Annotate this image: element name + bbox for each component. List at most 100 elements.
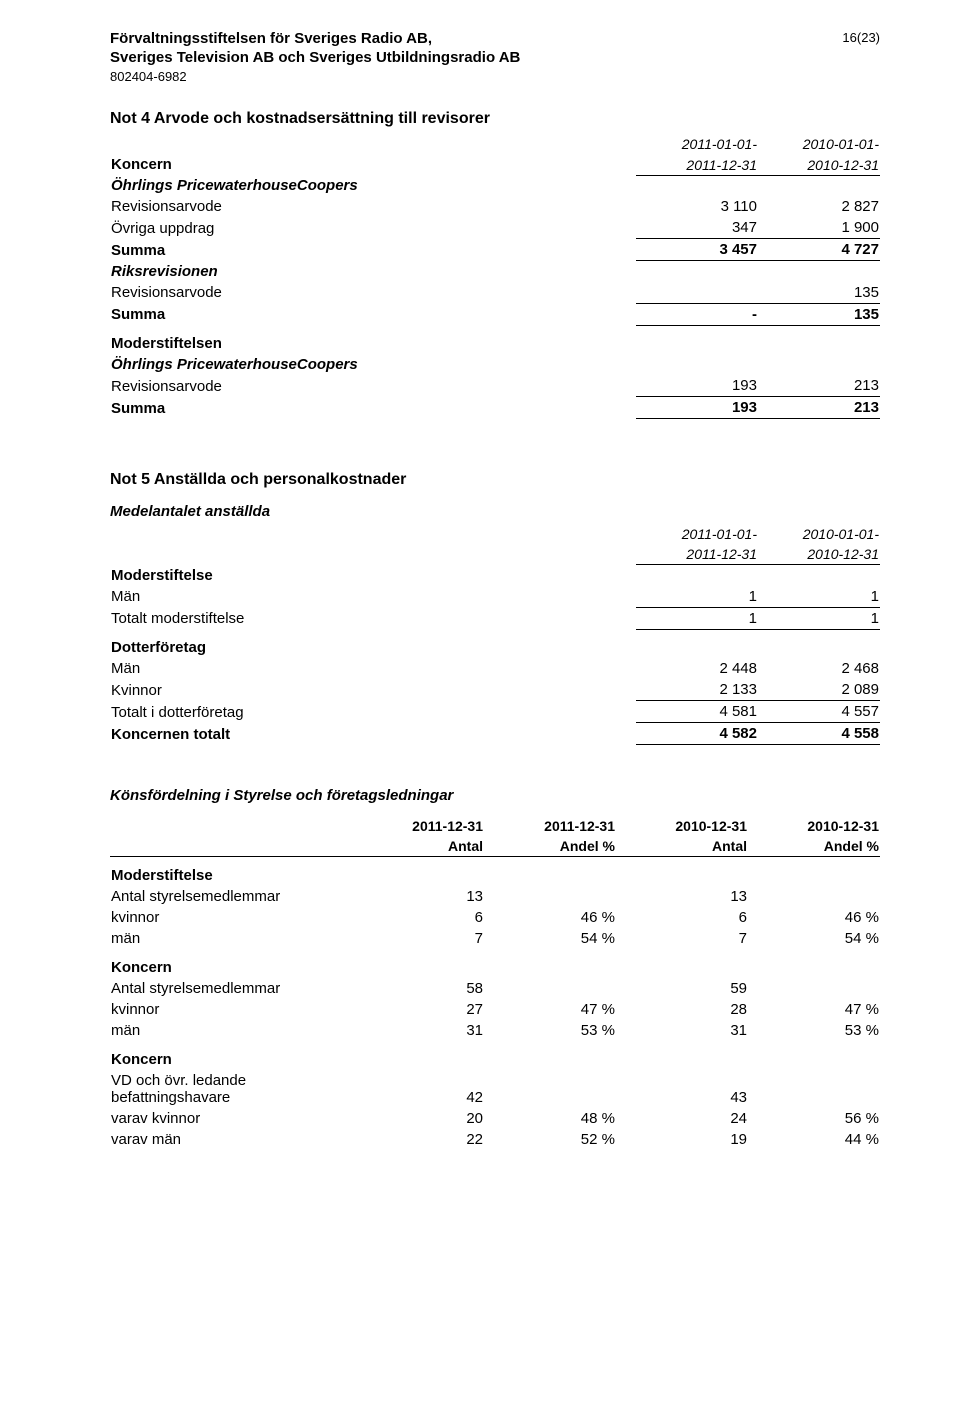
vd-kv-label: varav kvinnor xyxy=(110,1108,352,1129)
vd-man-c: 22 xyxy=(352,1129,484,1150)
period-prev-b: 2010-12-31 xyxy=(758,154,880,175)
m-kv-c: 6 xyxy=(352,907,484,928)
n5-period-cur-b: 2011-12-31 xyxy=(636,544,758,565)
k-antal-c: 58 xyxy=(352,978,484,999)
kons-h2a: 2011-12-31 xyxy=(484,816,616,836)
m-man-pc: 54 % xyxy=(484,928,616,949)
m-kv-pc: 46 % xyxy=(484,907,616,928)
man-prev: 1 xyxy=(758,586,880,608)
summa1-cur: 3 457 xyxy=(636,239,758,261)
period-cur-a: 2011-01-01- xyxy=(636,134,758,154)
riks-rev-label: Revisionsarvode xyxy=(110,282,636,304)
m-rev-cur: 193 xyxy=(636,375,758,397)
m-summa-prev: 213 xyxy=(758,397,880,419)
vd-kv-pp: 56 % xyxy=(748,1108,880,1129)
m-summa-cur: 193 xyxy=(636,397,758,419)
rev-arvode-prev: 2 827 xyxy=(758,196,880,217)
kons-h3a: 2010-12-31 xyxy=(616,816,748,836)
kons-koncern-2: Koncern xyxy=(110,1049,352,1070)
header-line2: Sveriges Television AB och Sveriges Utbi… xyxy=(110,49,520,66)
n5-period-cur-a: 2011-01-01- xyxy=(636,524,758,544)
kons-title: Könsfördelning i Styrelse och företagsle… xyxy=(110,787,880,804)
kons-table: 2011-12-31 2011-12-31 2010-12-31 2010-12… xyxy=(110,816,880,1150)
man-label: Män xyxy=(110,586,636,608)
k-man-pc: 53 % xyxy=(484,1020,616,1041)
vd-p: 43 xyxy=(616,1070,748,1108)
medel-title: Medelantalet anställda xyxy=(110,503,880,520)
tot-moder-label: Totalt moderstiftelse xyxy=(110,607,636,629)
doc-header: Förvaltningsstiftelsen för Sveriges Radi… xyxy=(110,30,880,86)
m-rev-prev: 213 xyxy=(758,375,880,397)
m-man-p: 7 xyxy=(616,928,748,949)
m-antal-p: 13 xyxy=(616,886,748,907)
ovriga-prev: 1 900 xyxy=(758,217,880,239)
not5-title: Not 5 Anställda och personalkostnader xyxy=(110,471,880,489)
m-kv-pp: 46 % xyxy=(748,907,880,928)
tot-dotter-label: Totalt i dotterföretag xyxy=(110,701,636,723)
m-man-pp: 54 % xyxy=(748,928,880,949)
kons-h2b: Andel % xyxy=(484,836,616,857)
riks-rev-prev: 135 xyxy=(758,282,880,304)
k-man-c: 31 xyxy=(352,1020,484,1041)
ohrlings-label: Öhrlings PricewaterhouseCoopers xyxy=(110,175,636,196)
d-kv-label: Kvinnor xyxy=(110,679,636,701)
kons-moderst: Moderstiftelse xyxy=(110,865,352,886)
vd-man-pc: 52 % xyxy=(484,1129,616,1150)
org-number: 802404-6982 xyxy=(110,69,187,84)
riks-rev-cur xyxy=(636,282,758,304)
kons-h4b: Andel % xyxy=(748,836,880,857)
tot-moder-prev: 1 xyxy=(758,607,880,629)
m-antal-c: 13 xyxy=(352,886,484,907)
ohrlings-label-2: Öhrlings PricewaterhouseCoopers xyxy=(110,354,636,375)
vd-kv-p: 24 xyxy=(616,1108,748,1129)
m-man-label: män xyxy=(110,928,352,949)
konc-tot-prev: 4 558 xyxy=(758,723,880,745)
k-kv-label: kvinnor xyxy=(110,999,352,1020)
m-antal-label: Antal styrelsemedlemmar xyxy=(110,886,352,907)
m-rev-label: Revisionsarvode xyxy=(110,375,636,397)
m-kv-label: kvinnor xyxy=(110,907,352,928)
moderst-head: Moderstiftelsen xyxy=(110,333,636,354)
d-man-cur: 2 448 xyxy=(636,658,758,679)
riks-label: Riksrevisionen xyxy=(110,261,636,282)
header-line1: Förvaltningsstiftelsen för Sveriges Radi… xyxy=(110,30,432,47)
konc-tot-cur: 4 582 xyxy=(636,723,758,745)
document-page: 16(23) Förvaltningsstiftelsen för Sverig… xyxy=(0,0,960,1427)
k-antal-label: Antal styrelsemedlemmar xyxy=(110,978,352,999)
page-number: 16(23) xyxy=(842,30,880,45)
vd-man-label: varav män xyxy=(110,1129,352,1150)
summa1-label: Summa xyxy=(110,239,636,261)
k-kv-p: 28 xyxy=(616,999,748,1020)
period-prev-a: 2010-01-01- xyxy=(758,134,880,154)
ovriga-cur: 347 xyxy=(636,217,758,239)
vd-man-p: 19 xyxy=(616,1129,748,1150)
summa2-cur: - xyxy=(636,303,758,325)
rev-arvode-cur: 3 110 xyxy=(636,196,758,217)
d-man-prev: 2 468 xyxy=(758,658,880,679)
vd-kv-c: 20 xyxy=(352,1108,484,1129)
tot-moder-cur: 1 xyxy=(636,607,758,629)
kons-koncern: Koncern xyxy=(110,957,352,978)
vd-label: VD och övr. ledande befattningshavare xyxy=(110,1070,352,1108)
vd-kv-pc: 48 % xyxy=(484,1108,616,1129)
m-kv-p: 6 xyxy=(616,907,748,928)
summa2-prev: 135 xyxy=(758,303,880,325)
d-man-label: Män xyxy=(110,658,636,679)
summa2-label: Summa xyxy=(110,303,636,325)
k-kv-c: 27 xyxy=(352,999,484,1020)
kons-h1b: Antal xyxy=(352,836,484,857)
dotter-label: Dotterföretag xyxy=(110,637,636,658)
moderst-label: Moderstiftelse xyxy=(110,565,636,586)
vd-man-pp: 44 % xyxy=(748,1129,880,1150)
m-man-c: 7 xyxy=(352,928,484,949)
vd-c: 42 xyxy=(352,1070,484,1108)
k-man-pp: 53 % xyxy=(748,1020,880,1041)
tot-dotter-cur: 4 581 xyxy=(636,701,758,723)
rev-arvode-label: Revisionsarvode xyxy=(110,196,636,217)
tot-dotter-prev: 4 557 xyxy=(758,701,880,723)
kons-h4a: 2010-12-31 xyxy=(748,816,880,836)
m-summa-label: Summa xyxy=(110,397,636,419)
d-kv-prev: 2 089 xyxy=(758,679,880,701)
not4-table: 2011-01-01- 2010-01-01- Koncern 2011-12-… xyxy=(110,134,880,419)
not4-title: Not 4 Arvode och kostnadsersättning till… xyxy=(110,110,880,128)
